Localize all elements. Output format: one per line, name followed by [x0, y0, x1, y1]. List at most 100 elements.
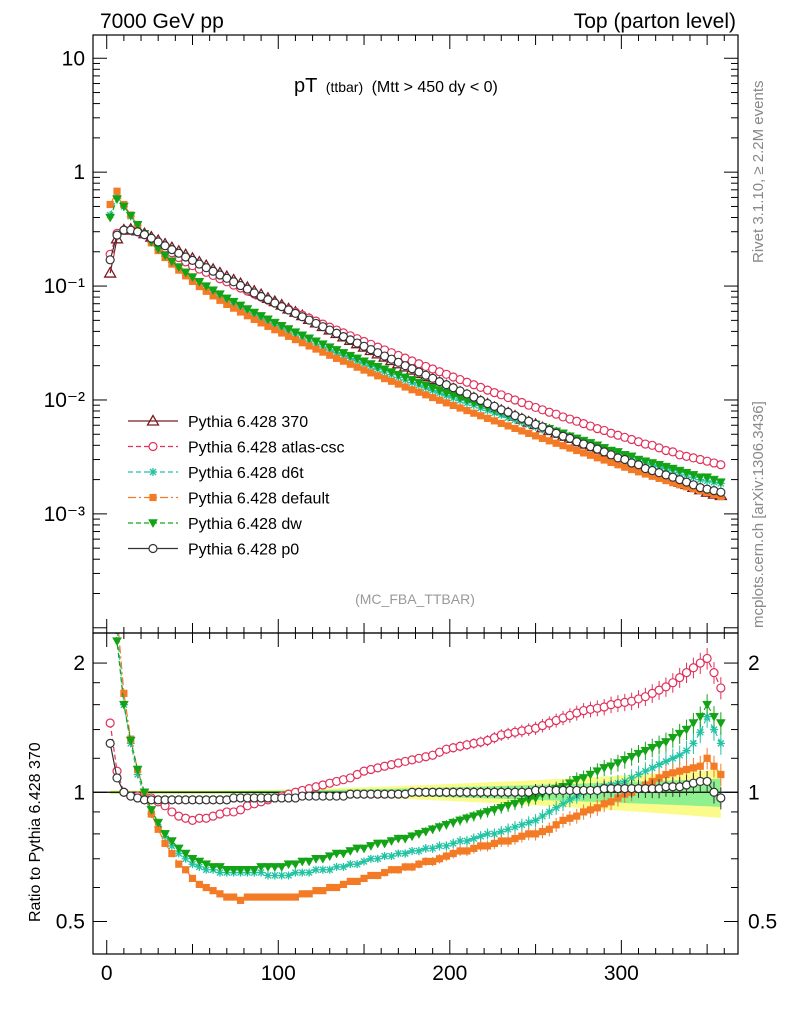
ratio-point [462, 814, 472, 824]
ratio-point [243, 893, 251, 901]
ratio-point [668, 754, 677, 763]
main-point [187, 273, 198, 283]
ratio-point [331, 849, 342, 859]
ratio-point [607, 798, 615, 806]
main-point [497, 419, 505, 427]
main-point [332, 354, 341, 362]
ratio-point [517, 820, 526, 829]
ratio-point [312, 887, 320, 895]
ratio-point [510, 823, 519, 832]
ratio-point [112, 637, 122, 647]
main-point [230, 304, 238, 312]
x-tick-label: 300 [604, 962, 639, 985]
main-point [716, 487, 726, 497]
ratio-point [242, 865, 253, 875]
main-point [511, 424, 519, 432]
ratio-point [116, 633, 118, 634]
main-point [326, 351, 334, 359]
main-point [153, 237, 163, 247]
ratio-point [372, 839, 383, 849]
legend: Pythia 6.428 370 Pythia 6.428 atlas-csc Py… [128, 414, 345, 559]
ratio-point [688, 719, 699, 729]
main-point [648, 472, 656, 480]
ratio-point [139, 788, 150, 798]
main-point [518, 427, 526, 435]
main-point [339, 357, 348, 365]
ratio-y-tick-label-right: 0.5 [748, 910, 777, 933]
ratio-point [119, 787, 129, 797]
ratio-point [154, 825, 162, 833]
main-point [429, 393, 437, 402]
main-point [420, 381, 431, 391]
legend-label: Pythia 6.428 atlas-csc [188, 440, 345, 457]
ratio-point [380, 852, 389, 861]
header-left: 7000 GeV pp [100, 10, 224, 33]
legend-marker [149, 468, 157, 476]
ratio-point [518, 832, 526, 840]
axes-group: 10 1 10⁻¹ 10⁻² 10⁻³ 2 2 1 1 0.5 0.5 0 100 200 300 [44, 35, 777, 985]
legend-marker [149, 493, 157, 502]
main-point [531, 432, 540, 440]
main-point [374, 372, 382, 380]
ratio-point [235, 805, 246, 815]
ratio-point [640, 746, 651, 756]
ratio-point [511, 834, 519, 843]
ratio-point [339, 862, 348, 871]
plot-title: pT (ttbar) (Mtt > 450 dy < 0) [294, 75, 498, 97]
main-series-pythia-6-428-p0 [105, 225, 726, 497]
legend-label: Pythia 6.428 p0 [188, 542, 299, 559]
main-point [393, 370, 404, 380]
main-point [167, 244, 177, 255]
ratio-point [228, 865, 239, 875]
ratio-point [415, 860, 423, 868]
ratio-point [174, 849, 183, 858]
ratio-series-pythia-6-428-default [118, 633, 725, 904]
ratio-point [695, 658, 705, 668]
main-point [695, 473, 706, 483]
main-point [600, 456, 608, 464]
ratio-point [702, 776, 712, 787]
ratio-point [681, 725, 692, 735]
ratio-point [105, 738, 115, 748]
main-point [633, 455, 644, 465]
ratio-point [264, 893, 272, 901]
main-point [359, 357, 369, 367]
main-point [173, 263, 184, 273]
main-point [408, 386, 416, 394]
main-point [236, 308, 245, 316]
ratio-point [401, 849, 410, 858]
ratio-point [483, 829, 492, 838]
ratio-point [429, 857, 437, 866]
ratio-point [504, 837, 512, 845]
main-point [324, 343, 335, 353]
ratio-point [393, 834, 404, 844]
main-point [586, 451, 595, 459]
ratio-point [278, 893, 286, 901]
main-point [235, 301, 246, 311]
legend-marker [148, 543, 158, 554]
ratio-line-pythia-6-428-default [118, 633, 722, 902]
ratio-point [387, 852, 396, 861]
ratio-point [578, 774, 589, 783]
ratio-point [490, 839, 499, 848]
main-point [580, 449, 588, 457]
main-point [290, 328, 301, 338]
ratio-point [566, 814, 574, 822]
ratio-point [112, 773, 122, 783]
main-point [209, 292, 217, 300]
main-point [414, 378, 424, 388]
ratio-point [703, 712, 712, 721]
ratio-point [682, 746, 691, 755]
ratio-point [655, 760, 664, 769]
ratio-point [681, 668, 692, 678]
main-point [435, 396, 444, 404]
main-point [386, 368, 397, 378]
ratio-point [105, 718, 115, 728]
main-point [715, 478, 726, 488]
ratio-point [716, 793, 726, 803]
main-point [566, 444, 574, 452]
ratio-point [626, 752, 637, 762]
ratio-point [661, 682, 671, 692]
ratio-point [414, 830, 424, 839]
main-point [360, 366, 368, 374]
